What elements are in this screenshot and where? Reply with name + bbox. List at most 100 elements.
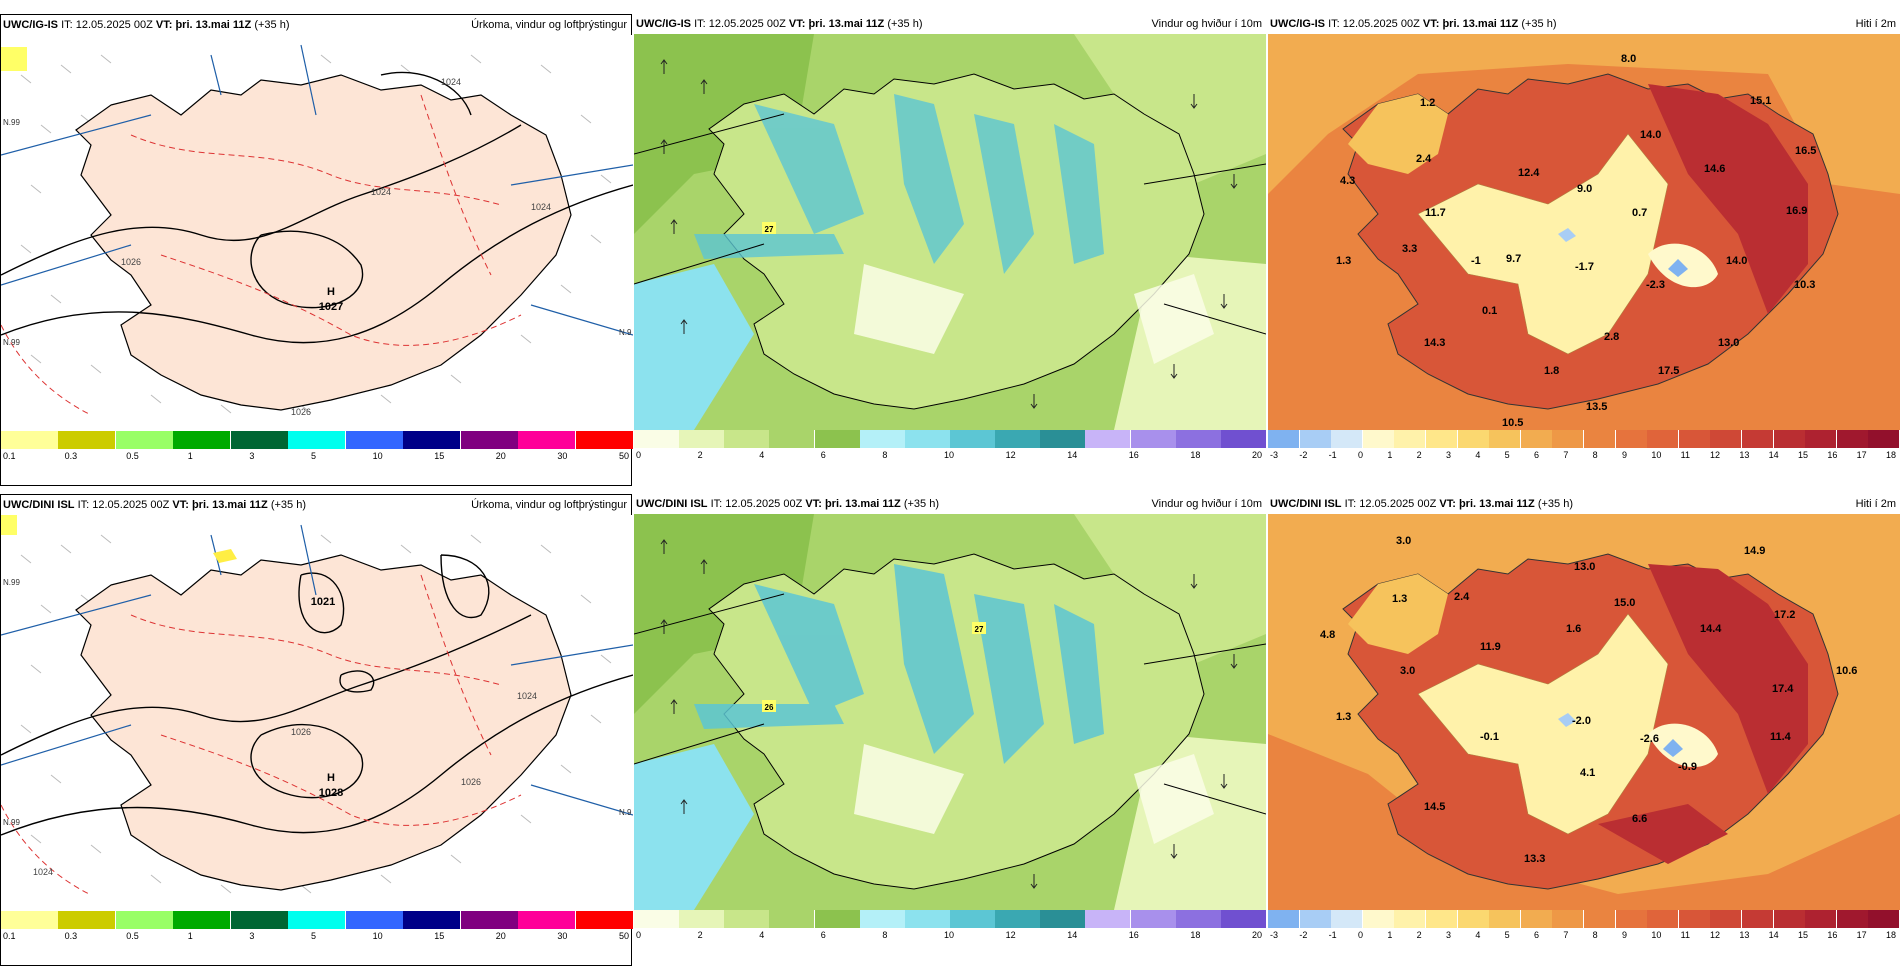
colorbar-swatch [230,911,289,929]
colorbar-swatch [1457,910,1490,928]
colorbar-tick-label: 15 [1798,450,1809,460]
panel-title: Úrkoma, vindur og loftþrýstingur [471,19,627,31]
svg-text:1.3: 1.3 [1336,255,1351,267]
gust-marker [762,222,776,234]
colorbar-tick-label: 9 [1622,450,1628,460]
wind-map: 27 26 [634,514,1266,910]
colorbar-tick-label: 0.3 [64,451,78,461]
svg-text:6.6: 6.6 [1632,813,1647,825]
colorbar-tick-label: 5 [311,931,317,941]
svg-text:N.99: N.99 [3,818,20,827]
svg-text:3.0: 3.0 [1396,535,1411,547]
colorbar-swatch [1220,430,1267,448]
map-area: 27 [634,34,1266,430]
valid-time: þri. 13.mai 11Z [175,19,252,31]
colorbar-swatch [1394,430,1427,448]
colorbar-swatch [1040,910,1087,928]
precip-patch [1,47,27,71]
lat-lon-grid [634,113,1266,335]
colorbar-tick-label: 18 [1886,930,1897,940]
model-name: UWC/IG-IS [1270,18,1325,30]
map-area: H 1028 1021 1024 1026 1026 1024 N.99 N.9… [1,515,633,911]
pressure-center-value: 1027 [319,301,343,313]
colorbar-swatch [1220,910,1267,928]
colorbar-tick-label: 7 [1563,930,1569,940]
panel-header: UWC/DINI ISL IT: 12.05.2025 00Z VT: þri.… [1268,494,1900,514]
svg-text:N.99: N.99 [3,118,20,127]
colorbar-tick-label: 1 [187,451,193,461]
colorbar-tick-label: 8 [882,930,888,940]
colorbar [1,911,634,931]
colorbar-tick-label: 16 [1128,450,1139,460]
colorbar-tick-label: 12 [1005,930,1016,940]
colorbar-swatch [58,431,117,449]
panel-header: UWC/IG-IS IT: 12.05.2025 00Z VT: þri. 13… [1,15,631,35]
colorbar-tick-label: 6 [820,930,826,940]
panel-title: Hiti í 2m [1855,18,1896,30]
colorbar-tick-label: 8 [1592,930,1598,940]
colorbar-swatch [1584,910,1616,928]
colorbar-tick-label: 4 [1475,450,1481,460]
colorbar-swatch [1394,910,1427,928]
colorbar-tick-label: 5 [1504,930,1510,940]
svg-text:1024: 1024 [531,202,551,212]
colorbar-tick-label: 13 [1739,450,1750,460]
colorbar-tick-label: 16 [1128,930,1139,940]
colorbar-swatch [288,911,347,929]
colorbar-tick-label: 0.3 [64,931,78,941]
map-area: 8.0 1.2 15.1 14.0 16.5 2.4 4.3 12.4 14.6… [1268,34,1900,430]
temperature-map: 8.0 1.2 15.1 14.0 16.5 2.4 4.3 12.4 14.6… [1268,34,1900,430]
svg-text:0.1: 0.1 [1482,305,1497,317]
wind-speed-bands [694,564,1104,764]
svg-text:14.5: 14.5 [1424,801,1445,813]
svg-text:14.0: 14.0 [1726,255,1747,267]
colorbar-tick-label: 10 [372,931,383,941]
colorbar-swatch [345,431,404,449]
colorbar-swatch [1584,430,1616,448]
colorbar-swatch [1773,910,1806,928]
colorbar-tick-label: 6 [1534,930,1540,940]
colorbar-tick-label: 50 [619,931,630,941]
colorbar-tick-label: 15 [434,931,445,941]
valid-time: þri. 13.mai 11Z [824,498,901,510]
panel-title: Vindur og hviður í 10m [1151,18,1262,30]
panel-title: Úrkoma, vindur og loftþrýstingur [471,499,627,511]
colorbar-labels: -3 -2 -1 0 1 2 3 4 5 6 7 8 9 10 11 12 13 14 15 16 17 18 [1268,450,1900,464]
colorbar-tick-label: 20 [1252,450,1263,460]
colorbar-swatch [1457,430,1490,448]
colorbar-swatch [115,431,174,449]
colorbar-swatch [1426,910,1458,928]
colorbar-tick-label: 16 [1827,450,1838,460]
colorbar-tick-label: 17 [1856,450,1867,460]
svg-text:-0.1: -0.1 [1480,731,1499,743]
colorbar-swatch [1710,430,1743,448]
colorbar-tick-label: 2 [697,930,703,940]
colorbar-swatch [1836,430,1869,448]
wind-arrows [660,539,1238,889]
colorbar-tick-label: 5 [1504,450,1510,460]
isobar-labels: 1021 1024 1026 1026 1024 [33,596,537,877]
colorbar-tick-label: 11 [1680,450,1690,460]
colorbar-tick-label: 13 [1739,930,1750,940]
svg-text:17.2: 17.2 [1774,609,1795,621]
colorbar-tick-label: 12 [1710,930,1721,940]
map-area: 27 26 [634,514,1266,910]
colorbar-swatch [403,911,462,929]
colorbar-tick-label: 0.5 [126,451,139,461]
colorbar-swatch [679,430,726,448]
colorbar-tick-label: 0.1 [3,931,16,941]
wind-speed-bands [694,94,1104,274]
svg-text:-1: -1 [1471,255,1481,267]
grid-labels: N.99 N.99 N.9 [3,118,632,347]
colorbar-tick-label: 12 [1005,450,1016,460]
colorbar-tick-label: -3 [1270,450,1279,460]
svg-text:2.4: 2.4 [1454,591,1470,603]
colorbar-swatch [1268,430,1300,448]
colorbar-swatch [1678,430,1711,448]
colorbar-labels: 0 2 4 6 8 10 12 14 16 18 20 [634,930,1266,944]
colorbar-tick-label: 1 [1387,930,1393,940]
gust-label: 27 [975,625,984,634]
svg-text:13.0: 13.0 [1718,337,1739,349]
svg-text:N.99: N.99 [3,338,20,347]
colorbar-tick-label: 50 [619,451,630,461]
